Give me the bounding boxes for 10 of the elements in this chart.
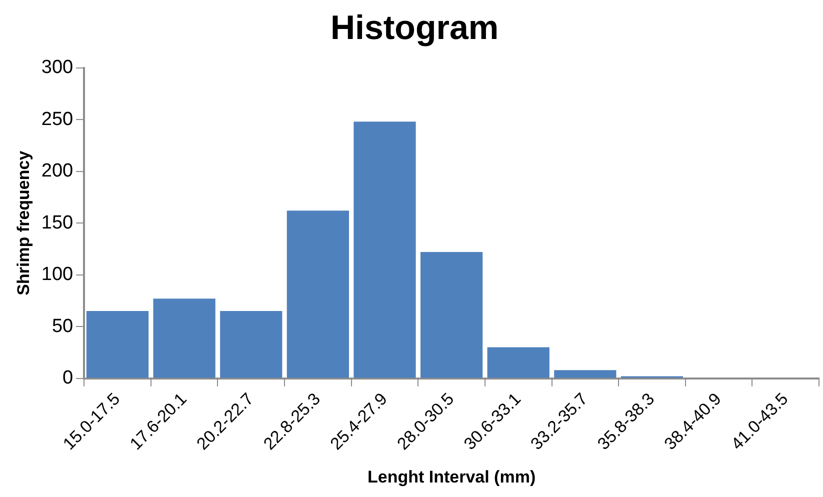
y-tick-label: 200 xyxy=(41,160,74,182)
y-tick-label: 250 xyxy=(41,108,74,130)
y-tick-label: 100 xyxy=(41,264,74,286)
y-tick-label: 0 xyxy=(62,368,74,389)
y-tick-label: 300 xyxy=(41,57,74,78)
y-tick-label: 50 xyxy=(52,316,74,337)
chart-title: Histogram xyxy=(330,8,499,47)
y-tick-label: 150 xyxy=(41,212,74,234)
x-axis-title: Lenght Interval (mm) xyxy=(367,467,536,486)
y-axis-title: Shrimp frequency xyxy=(14,150,33,296)
